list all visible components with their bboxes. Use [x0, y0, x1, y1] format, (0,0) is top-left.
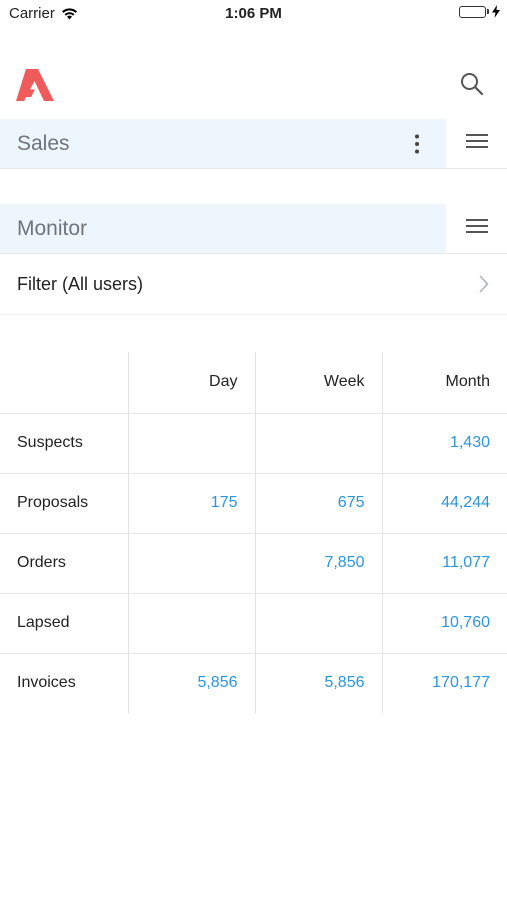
- column-header-day: Day: [127, 352, 255, 413]
- sales-menu-button[interactable]: [447, 119, 507, 168]
- monitor-section: Monitor: [0, 204, 507, 254]
- carrier-label: Carrier: [9, 5, 55, 22]
- row-label: Invoices: [0, 652, 128, 713]
- search-button[interactable]: [459, 71, 485, 97]
- charging-bolt-icon: [492, 5, 500, 18]
- table-row: Lapsed 10,760: [0, 592, 507, 653]
- week-value[interactable]: 5,856: [254, 652, 382, 713]
- month-value[interactable]: 10,760: [381, 592, 507, 653]
- week-value[interactable]: [254, 592, 382, 653]
- hamburger-icon: [466, 133, 488, 154]
- status-left: Carrier: [9, 5, 78, 22]
- day-value[interactable]: 175: [127, 472, 255, 533]
- status-time: 1:06 PM: [225, 5, 282, 22]
- filter-row[interactable]: Filter (All users): [0, 255, 507, 315]
- chevron-right-icon: [479, 275, 489, 298]
- day-value[interactable]: [127, 532, 255, 593]
- month-value[interactable]: 11,077: [381, 532, 507, 593]
- sales-section: Sales: [0, 119, 507, 169]
- row-label: Proposals: [0, 472, 128, 533]
- month-value[interactable]: 170,177: [381, 652, 507, 713]
- week-value[interactable]: [254, 412, 382, 473]
- hamburger-icon: [466, 218, 488, 239]
- app-logo[interactable]: [16, 69, 54, 106]
- table-header-row: Day Week Month: [0, 352, 507, 413]
- day-value[interactable]: [127, 592, 255, 653]
- filter-label: Filter (All users): [17, 274, 144, 294]
- column-header-week: Week: [254, 352, 382, 413]
- monitor-section-header[interactable]: Monitor: [0, 204, 446, 253]
- day-value[interactable]: [127, 412, 255, 473]
- month-value[interactable]: 1,430: [381, 412, 507, 473]
- column-header-month: Month: [381, 352, 507, 413]
- more-options-icon[interactable]: [405, 132, 429, 156]
- wifi-icon: [61, 7, 78, 20]
- sales-section-header[interactable]: Sales: [0, 119, 446, 168]
- month-value[interactable]: 44,244: [381, 472, 507, 533]
- monitor-table: Day Week Month Suspects 1,430 Proposals …: [0, 352, 507, 713]
- table-row: Orders 7,850 11,077: [0, 532, 507, 593]
- search-icon: [459, 73, 485, 101]
- monitor-title: Monitor: [17, 217, 88, 240]
- battery-icon: [459, 5, 489, 18]
- table-row: Invoices 5,856 5,856 170,177: [0, 652, 507, 713]
- table-row: Suspects 1,430: [0, 412, 507, 473]
- monitor-menu-button[interactable]: [447, 204, 507, 253]
- row-label: Lapsed: [0, 592, 128, 653]
- day-value[interactable]: 5,856: [127, 652, 255, 713]
- status-right: [459, 5, 500, 18]
- table-row: Proposals 175 675 44,244: [0, 472, 507, 533]
- week-value[interactable]: 7,850: [254, 532, 382, 593]
- row-label: Orders: [0, 532, 128, 593]
- week-value[interactable]: 675: [254, 472, 382, 533]
- status-bar: Carrier 1:06 PM: [0, 0, 507, 28]
- app-header: [0, 56, 507, 116]
- column-header-label: [0, 352, 128, 413]
- sales-title: Sales: [17, 132, 70, 155]
- row-label: Suspects: [0, 412, 128, 473]
